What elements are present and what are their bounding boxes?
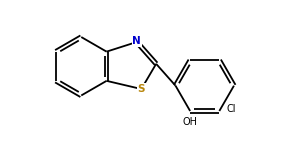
Text: S: S — [138, 84, 145, 94]
Text: N: N — [132, 36, 141, 46]
Text: OH: OH — [183, 117, 198, 127]
Text: Cl: Cl — [227, 104, 236, 114]
